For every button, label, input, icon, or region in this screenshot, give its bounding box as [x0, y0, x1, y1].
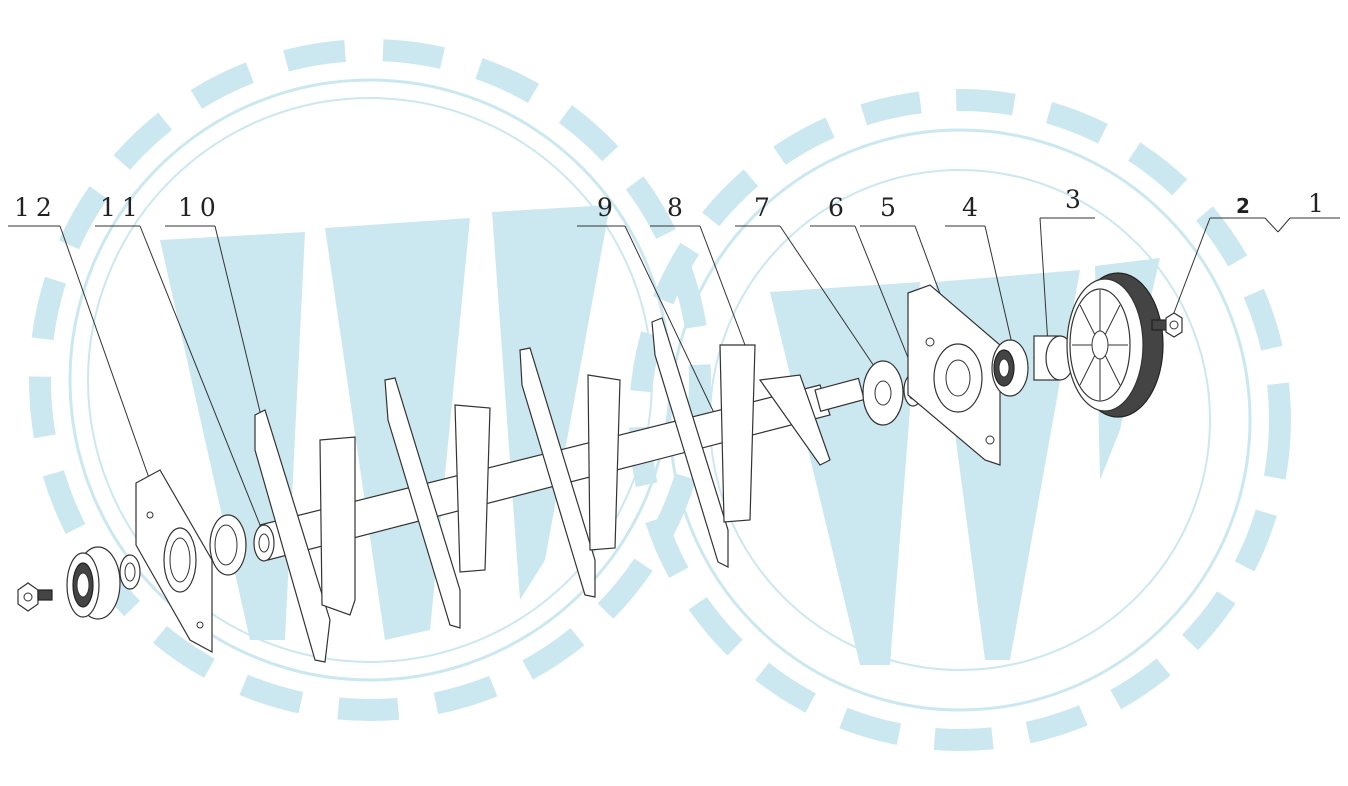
tine-blade-7: [651, 317, 729, 568]
tine-blade-3: [384, 377, 461, 629]
leader-lines: [8, 217, 1340, 531]
tine-blade-2: [319, 436, 356, 616]
tine-blade-6: [587, 374, 621, 551]
watermark-gear-left: [29, 39, 711, 721]
washer-left: [119, 554, 141, 590]
callout-1: 1: [1308, 189, 1330, 218]
callout-3: 3: [1065, 185, 1087, 214]
side-plate-right: [907, 284, 1001, 466]
callout-2: 2: [1236, 194, 1250, 218]
side-plate-left: [135, 469, 213, 654]
tine-blade-5: [519, 347, 596, 598]
seal-ring-right: [862, 360, 904, 426]
callout-12: 12: [14, 193, 58, 222]
callout-10: 10: [178, 193, 222, 222]
tine-blades: [254, 317, 831, 663]
bolt-left: [17, 582, 53, 612]
callout-9: 9: [597, 193, 619, 222]
tine-blade-9: [758, 374, 831, 466]
bearing-left: [66, 546, 121, 620]
tine-blade-4: [454, 404, 491, 573]
callout-7: 7: [754, 193, 776, 222]
bearing-right: [991, 339, 1029, 397]
callout-4: 4: [962, 193, 984, 222]
callout-11: 11: [100, 193, 144, 222]
callout-8: 8: [667, 193, 689, 222]
tine-blade-1: [254, 409, 331, 663]
tine-blade-8: [719, 344, 756, 523]
callout-5: 5: [880, 193, 902, 222]
callout-6: 6: [828, 193, 850, 222]
bolt-right: [1151, 312, 1183, 338]
seal-ring-left: [209, 514, 247, 576]
callout-labels: 12 11 10 9 8 7 6 5 4 3 2 1: [14, 185, 1330, 222]
pulley-sprocket: [1066, 272, 1164, 418]
